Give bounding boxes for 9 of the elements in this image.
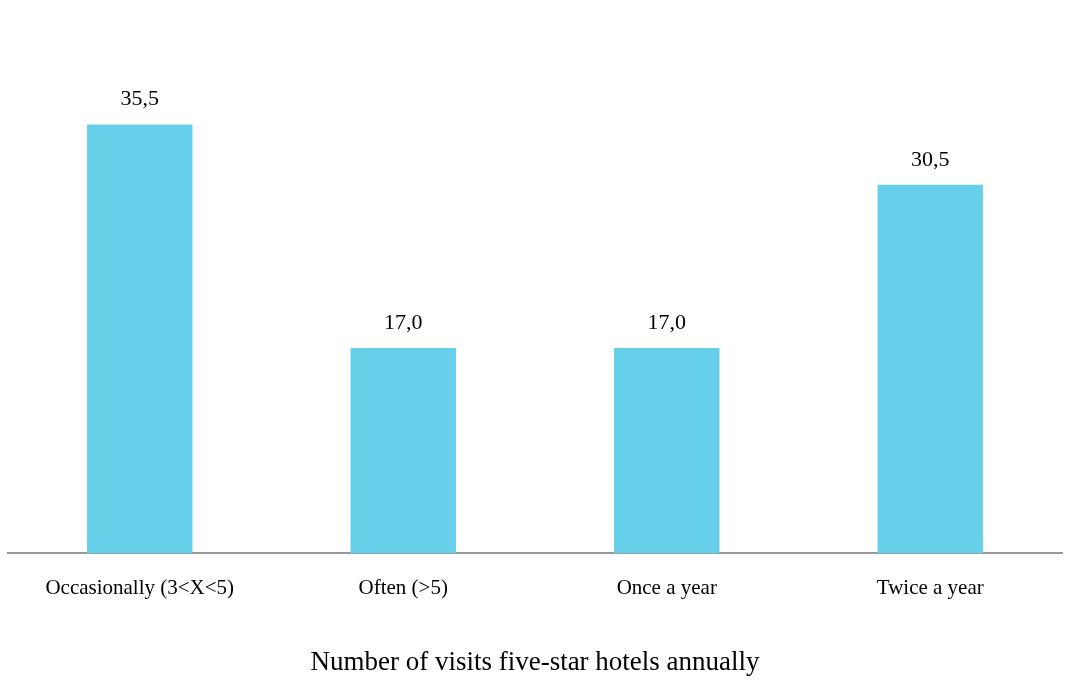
data-label: 35,5 xyxy=(120,85,159,111)
x-tick-label: Twice a year xyxy=(876,574,984,599)
data-label: 17,0 xyxy=(647,308,686,334)
x-axis-title: Number of visits five-star hotels annually xyxy=(310,645,761,676)
data-label: 30,5 xyxy=(911,145,950,171)
data-label: 17,0 xyxy=(384,308,423,334)
x-tick-label: Once a year xyxy=(616,574,717,599)
x-tick-label: Often (>5) xyxy=(358,574,448,599)
x-tick-label: Occasionally (3<X<5) xyxy=(45,574,235,599)
